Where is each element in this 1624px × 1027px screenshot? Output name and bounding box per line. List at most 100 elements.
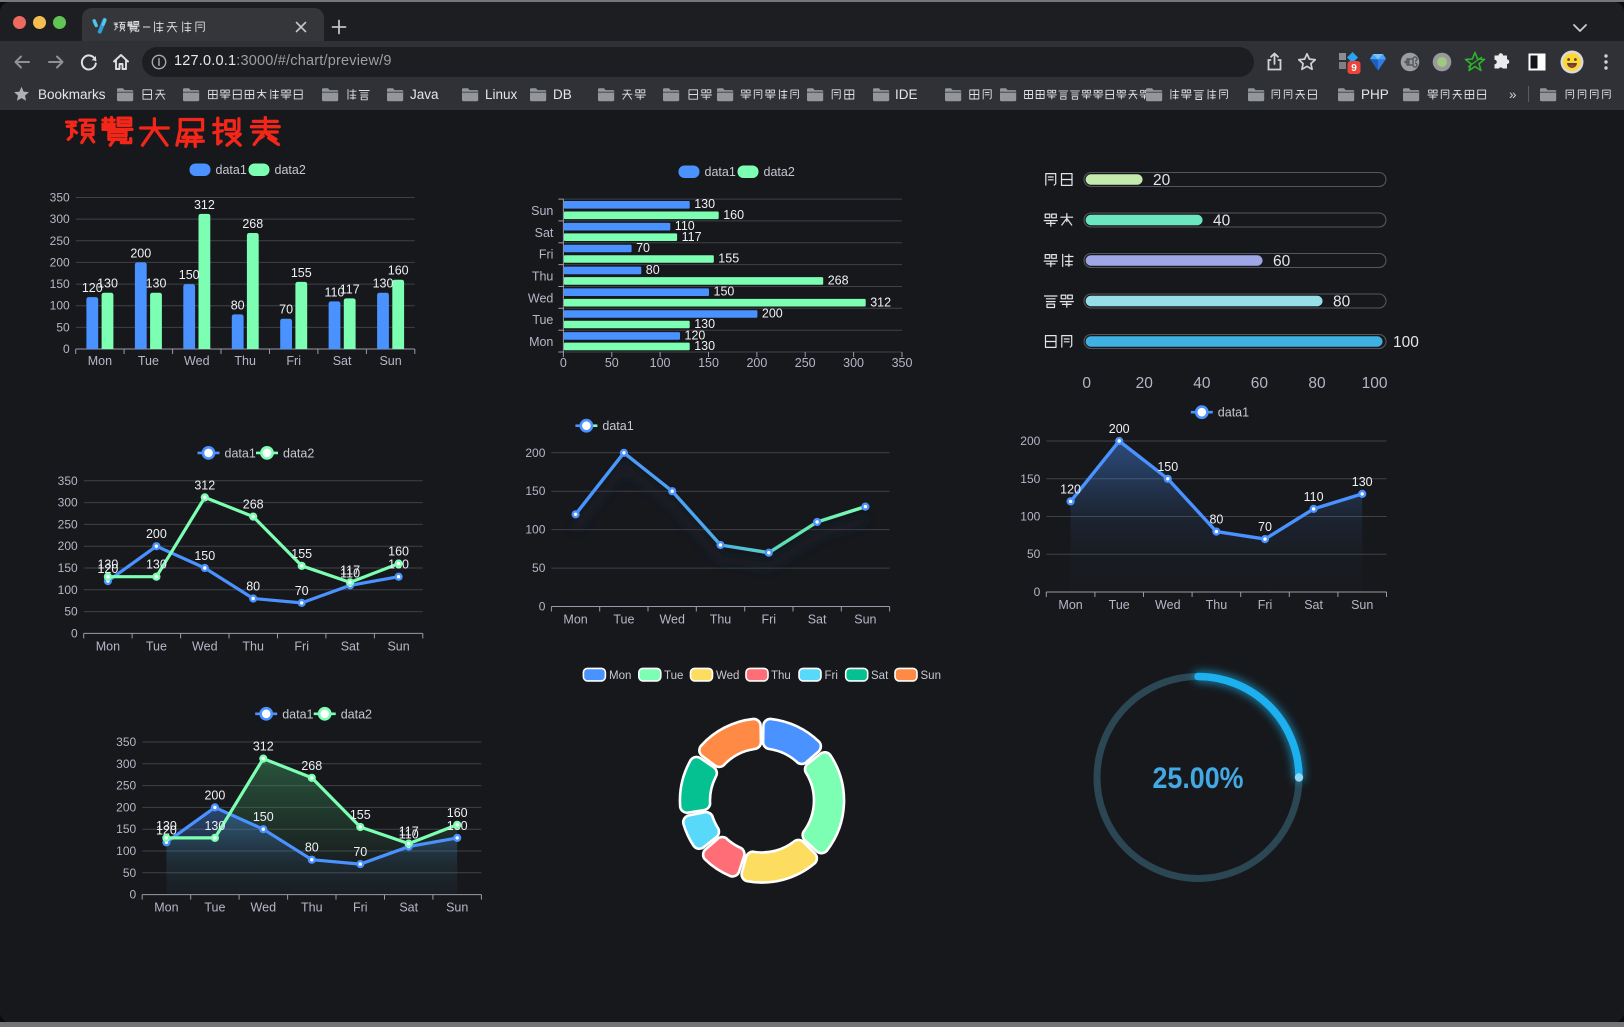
svg-text:Thu: Thu <box>301 901 323 915</box>
svg-text:200: 200 <box>130 246 151 260</box>
svg-text:Sat: Sat <box>333 354 352 368</box>
svg-text:Fri: Fri <box>762 613 777 627</box>
svg-text:Tue: Tue <box>146 639 167 653</box>
svg-text:300: 300 <box>843 356 864 370</box>
svg-text:70: 70 <box>1258 520 1272 534</box>
svg-text:Tue: Tue <box>664 670 683 682</box>
svg-text:200: 200 <box>762 306 783 320</box>
svg-text:100: 100 <box>525 523 545 537</box>
svg-text:Sat: Sat <box>1304 598 1323 612</box>
svg-text:250: 250 <box>50 234 70 248</box>
svg-text:200: 200 <box>746 356 767 370</box>
svg-text:70: 70 <box>353 845 367 859</box>
svg-text:80: 80 <box>646 263 660 277</box>
svg-text:70: 70 <box>279 303 293 317</box>
svg-text:155: 155 <box>291 266 312 280</box>
svg-text:Sat: Sat <box>341 639 360 653</box>
svg-text:350: 350 <box>892 356 913 370</box>
svg-text:Sun: Sun <box>379 354 401 368</box>
svg-text:Wed: Wed <box>184 354 210 368</box>
svg-text:117: 117 <box>399 825 419 839</box>
svg-text:120: 120 <box>685 328 706 342</box>
svg-text:110: 110 <box>399 828 419 842</box>
svg-text:150: 150 <box>698 356 719 370</box>
svg-text:312: 312 <box>253 740 274 754</box>
svg-text:350: 350 <box>58 474 78 488</box>
svg-text:20: 20 <box>1136 375 1154 392</box>
svg-text:Sun: Sun <box>1351 598 1373 612</box>
svg-text:40: 40 <box>1193 375 1211 392</box>
svg-text:150: 150 <box>253 810 274 824</box>
svg-text:80: 80 <box>246 580 260 594</box>
svg-text:Thu: Thu <box>1206 598 1228 612</box>
svg-text:50: 50 <box>64 605 78 619</box>
svg-text:0: 0 <box>1034 585 1041 599</box>
svg-text:200: 200 <box>1109 422 1130 436</box>
svg-text:0: 0 <box>63 342 70 356</box>
svg-text:250: 250 <box>58 517 78 531</box>
svg-text:Wed: Wed <box>1155 598 1181 612</box>
svg-text:160: 160 <box>447 806 468 820</box>
svg-text:100: 100 <box>1020 510 1040 524</box>
svg-text:Fri: Fri <box>353 901 368 915</box>
svg-text:150: 150 <box>525 484 545 498</box>
svg-text:100: 100 <box>650 356 671 370</box>
svg-text:200: 200 <box>1020 434 1040 448</box>
svg-text:100: 100 <box>58 583 78 597</box>
svg-text:70: 70 <box>636 241 650 255</box>
svg-text:Mon: Mon <box>96 639 120 653</box>
svg-text:130: 130 <box>373 277 394 291</box>
svg-text:Mon: Mon <box>609 670 631 682</box>
svg-text:Sun: Sun <box>854 613 876 627</box>
svg-text:268: 268 <box>301 759 322 773</box>
svg-text:110: 110 <box>1304 490 1324 504</box>
svg-text:155: 155 <box>350 808 371 822</box>
svg-text:120: 120 <box>1060 482 1081 496</box>
svg-text:Sat: Sat <box>535 226 554 240</box>
svg-text:Sat: Sat <box>808 613 827 627</box>
svg-text:150: 150 <box>58 561 78 575</box>
svg-text:Fri: Fri <box>1258 598 1273 612</box>
svg-text:268: 268 <box>242 217 263 231</box>
svg-text:250: 250 <box>116 779 136 793</box>
svg-text:300: 300 <box>58 496 78 510</box>
svg-text:80: 80 <box>231 298 245 312</box>
svg-text:0: 0 <box>560 356 567 370</box>
svg-text:150: 150 <box>116 822 136 836</box>
svg-text:Wed: Wed <box>528 291 554 305</box>
svg-text:160: 160 <box>723 208 744 222</box>
svg-text:130: 130 <box>97 558 118 572</box>
svg-text:150: 150 <box>714 285 735 299</box>
svg-text:60: 60 <box>1251 375 1269 392</box>
svg-text:Mon: Mon <box>563 613 587 627</box>
svg-text:Fri: Fri <box>286 354 301 368</box>
svg-text:Wed: Wed <box>251 901 277 915</box>
svg-text:150: 150 <box>179 268 200 282</box>
svg-text:40: 40 <box>1213 213 1231 230</box>
svg-text:Mon: Mon <box>1058 598 1082 612</box>
svg-text:117: 117 <box>340 282 360 296</box>
svg-text:80: 80 <box>1209 513 1223 527</box>
svg-text:50: 50 <box>56 320 70 334</box>
svg-text:data1: data1 <box>216 163 247 177</box>
svg-text:Thu: Thu <box>532 270 554 284</box>
svg-text:data1: data1 <box>602 419 633 433</box>
svg-text:Thu: Thu <box>710 613 732 627</box>
svg-text:160: 160 <box>388 545 409 559</box>
svg-text:data2: data2 <box>275 163 306 177</box>
svg-text:130: 130 <box>694 197 715 211</box>
svg-text:130: 130 <box>694 339 715 353</box>
svg-text:110: 110 <box>675 219 695 233</box>
svg-text:350: 350 <box>116 735 136 749</box>
svg-text:Wed: Wed <box>716 670 739 682</box>
svg-text:130: 130 <box>694 317 715 331</box>
svg-text:60: 60 <box>1273 253 1291 270</box>
svg-text:50: 50 <box>123 866 137 880</box>
svg-text:50: 50 <box>1027 547 1041 561</box>
svg-text:Sun: Sun <box>921 670 941 682</box>
svg-text:Sat: Sat <box>399 901 418 915</box>
svg-text:200: 200 <box>204 788 225 802</box>
svg-text:Mon: Mon <box>529 335 553 349</box>
svg-text:120: 120 <box>82 281 103 295</box>
svg-text:Thu: Thu <box>771 670 791 682</box>
